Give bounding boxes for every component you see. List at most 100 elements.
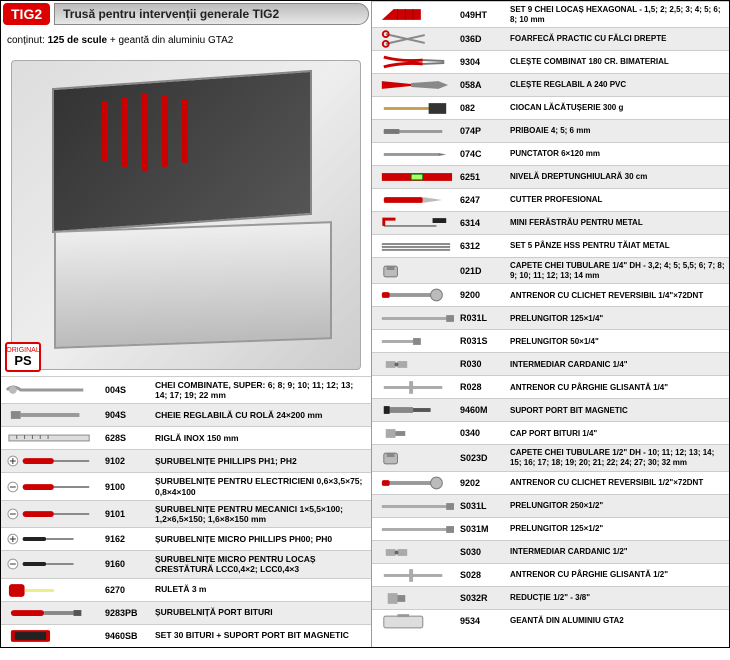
item-desc: CAPETE CHEI TUBULARE 1/4" DH - 3,2; 4; 5… xyxy=(508,258,729,283)
item-desc: RULETĂ 3 m xyxy=(153,581,371,597)
tool-icon xyxy=(372,495,458,517)
item-desc: PRELUNGITOR 125×1/2" xyxy=(508,521,729,537)
item-code: 058A xyxy=(458,78,508,92)
tool-icon xyxy=(1,528,103,550)
tool-icon xyxy=(372,97,458,119)
tool-icon xyxy=(1,379,103,401)
tool-icon xyxy=(1,625,103,647)
table-row: S031MPRELUNGITOR 125×1/2" xyxy=(372,517,729,540)
table-row: 9534GEANTĂ DIN ALUMINIU GTA2 xyxy=(372,609,729,632)
item-desc: MINI FERĂSTRĂU PENTRU METAL xyxy=(508,215,729,231)
tool-icon xyxy=(1,427,103,449)
ps-stamp-main: PS xyxy=(14,354,31,367)
table-row: 074CPUNCTATOR 6×120 mm xyxy=(372,142,729,165)
table-row: R031LPRELUNGITOR 125×1/4" xyxy=(372,306,729,329)
item-code: S031M xyxy=(458,522,508,536)
right-item-list: 049HTSET 9 CHEI LOCAȘ HEXAGONAL - 1,5; 2… xyxy=(372,1,729,632)
item-desc: SET 9 CHEI LOCAȘ HEXAGONAL - 1,5; 2; 2,5… xyxy=(508,2,729,27)
table-row: 6312SET 5 PÂNZE HSS PENTRU TĂIAT METAL xyxy=(372,234,729,257)
item-code: 049HT xyxy=(458,8,508,22)
item-code: 004S xyxy=(103,383,153,397)
left-column: TIG2 Trusă pentru intervenții generale T… xyxy=(1,1,372,647)
item-desc: NIVELĂ DREPTUNGHIULARĂ 30 cm xyxy=(508,169,729,185)
table-row: 082CIOCAN LĂCĂTUȘERIE 300 g xyxy=(372,96,729,119)
table-row: S032RREDUCȚIE 1/2" - 3/8" xyxy=(372,586,729,609)
item-code: 082 xyxy=(458,101,508,115)
item-desc: ȘURUBELNIȚE MICRO PENTRU LOCAȘ CRESTĂTUR… xyxy=(153,551,371,577)
item-code: 9200 xyxy=(458,288,508,302)
item-desc: ANTRENOR CU PÂRGHIE GLISANTĂ 1/2" xyxy=(508,567,729,583)
tool-icon xyxy=(372,399,458,421)
subheader-label: conținut: xyxy=(7,35,45,46)
item-desc: CUTTER PROFESIONAL xyxy=(508,192,729,208)
item-code: 9102 xyxy=(103,454,153,468)
tool-icon xyxy=(372,541,458,563)
item-code: 6247 xyxy=(458,193,508,207)
table-row: S031LPRELUNGITOR 250×1/2" xyxy=(372,494,729,517)
item-code: 9202 xyxy=(458,476,508,490)
table-row: 049HTSET 9 CHEI LOCAȘ HEXAGONAL - 1,5; 2… xyxy=(372,1,729,27)
tool-icon xyxy=(1,579,103,601)
tool-icon xyxy=(372,422,458,444)
tool-icon xyxy=(1,476,103,498)
item-desc: GEANTĂ DIN ALUMINIU GTA2 xyxy=(508,613,729,629)
item-desc: ȘURUBELNIȚĂ PORT BITURI xyxy=(153,604,371,620)
tool-icon xyxy=(372,120,458,142)
item-desc: CHEIE REGLABILĂ CU ROLĂ 24×200 mm xyxy=(153,407,371,423)
item-desc: ANTRENOR CU PÂRGHIE GLISANTĂ 1/4" xyxy=(508,380,729,396)
table-row: 9283PBȘURUBELNIȚĂ PORT BITURI xyxy=(1,601,371,624)
item-code: R030 xyxy=(458,357,508,371)
item-code: R031S xyxy=(458,334,508,348)
tool-icon xyxy=(372,376,458,398)
tool-icon xyxy=(372,166,458,188)
ps-stamp: ORIGINAL PS xyxy=(5,342,41,372)
tool-icon xyxy=(372,4,458,26)
item-code: S030 xyxy=(458,545,508,559)
table-row: R031SPRELUNGITOR 50×1/4" xyxy=(372,329,729,352)
subheader-bold: 125 de scule xyxy=(48,35,107,46)
tool-icon xyxy=(372,189,458,211)
tool-icon xyxy=(372,587,458,609)
item-code: 6312 xyxy=(458,239,508,253)
left-item-list: 004SCHEI COMBINATE, SUPER: 6; 8; 9; 10; … xyxy=(1,376,371,647)
tool-icon xyxy=(372,235,458,257)
product-badge: TIG2 xyxy=(3,3,50,25)
item-code: S028 xyxy=(458,568,508,582)
item-code: 6270 xyxy=(103,583,153,597)
item-desc: FOARFECĂ PRACTIC CU FĂLCI DREPTE xyxy=(508,31,729,47)
tool-icon xyxy=(372,28,458,50)
product-title: Trusă pentru intervenții generale TIG2 xyxy=(54,3,369,25)
item-code: 036D xyxy=(458,32,508,46)
header-row: TIG2 Trusă pentru intervenții generale T… xyxy=(1,1,371,27)
item-code: 9101 xyxy=(103,507,153,521)
item-code: 9460SB xyxy=(103,629,153,643)
item-desc: ANTRENOR CU CLICHET REVERSIBIL 1/2"×72DN… xyxy=(508,475,729,491)
subheader-rest: + geantă din aluminiu GTA2 xyxy=(110,35,234,46)
table-row: 6251NIVELĂ DREPTUNGHIULARĂ 30 cm xyxy=(372,165,729,188)
tool-icon xyxy=(372,564,458,586)
item-desc: SUPORT PORT BIT MAGNETIC xyxy=(508,403,729,419)
item-code: 9160 xyxy=(103,557,153,571)
tool-icon xyxy=(372,74,458,96)
item-desc: CLEȘTE REGLABIL A 240 PVC xyxy=(508,77,729,93)
item-desc: CAPETE CHEI TUBULARE 1/2" DH - 10; 11; 1… xyxy=(508,445,729,470)
table-row: 9304CLEȘTE COMBINAT 180 CR. BIMATERIAL xyxy=(372,50,729,73)
item-code: 904S xyxy=(103,408,153,422)
table-row: S030INTERMEDIAR CARDANIC 1/2" xyxy=(372,540,729,563)
table-row: 6247CUTTER PROFESIONAL xyxy=(372,188,729,211)
item-desc: ȘURUBELNIȚE PHILLIPS PH1; PH2 xyxy=(153,453,371,469)
item-code: 0340 xyxy=(458,426,508,440)
subheader: conținut: 125 de scule + geantă din alum… xyxy=(1,27,371,54)
tool-icon xyxy=(1,450,103,472)
table-row: 9162ȘURUBELNIȚE MICRO PHILLIPS PH00; PH0 xyxy=(1,527,371,550)
table-row: 9160ȘURUBELNIȚE MICRO PENTRU LOCAȘ CREST… xyxy=(1,550,371,577)
table-row: 004SCHEI COMBINATE, SUPER: 6; 8; 9; 10; … xyxy=(1,376,371,403)
item-code: 074C xyxy=(458,147,508,161)
table-row: 9460SBSET 30 BITURI + SUPORT PORT BIT MA… xyxy=(1,624,371,647)
table-row: R030INTERMEDIAR CARDANIC 1/4" xyxy=(372,352,729,375)
right-column: 049HTSET 9 CHEI LOCAȘ HEXAGONAL - 1,5; 2… xyxy=(372,1,729,647)
tool-icon xyxy=(372,260,458,282)
tool-icon xyxy=(372,610,458,632)
item-code: 9283PB xyxy=(103,606,153,620)
item-code: R028 xyxy=(458,380,508,394)
